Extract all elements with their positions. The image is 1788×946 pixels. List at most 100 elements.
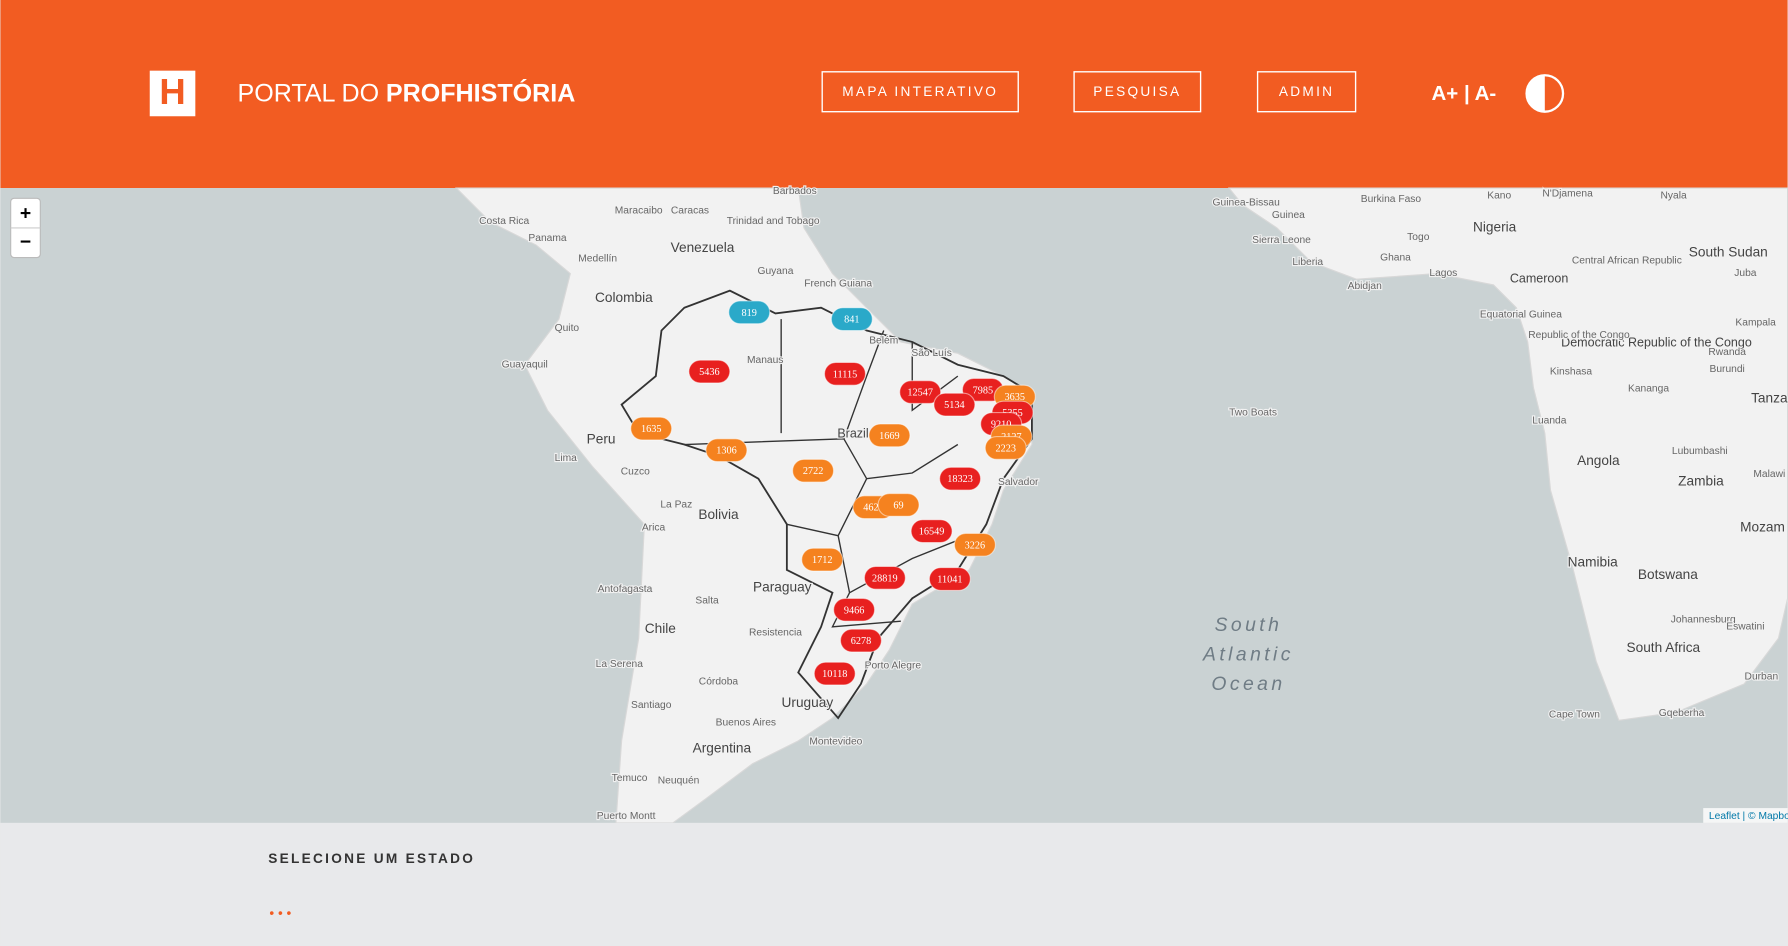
nav-label[interactable]: PESQUISA [1093,84,1181,99]
marker-count[interactable]: 69 [893,500,903,511]
marker-pill[interactable] [939,466,982,491]
marker-count[interactable]: 819 [742,308,757,319]
marker-count[interactable]: 7985 [973,385,994,396]
city-label: Temuco [612,773,648,784]
marker-count[interactable]: 2722 [803,466,824,477]
city-label: Manaus [747,355,783,366]
marker-pill[interactable] [839,628,883,653]
cluster-marker[interactable]: 5436 [688,359,731,384]
attribution[interactable]: Leaflet | © Mapbo [1709,811,1788,822]
city-label: Two Boats [1229,407,1277,418]
marker-pill[interactable] [688,359,731,384]
marker-count[interactable]: 16549 [919,527,945,538]
marker-pill[interactable] [933,392,976,417]
marker-count[interactable]: 1635 [641,424,662,435]
city-label: Kampala [1735,317,1776,328]
map[interactable]: Venezuela Colombia Peru Bolivia Brazil Paragu… [0,185,1788,824]
nav-button[interactable] [1256,71,1357,113]
country-label: Cameroon [1510,272,1568,286]
nav-button[interactable] [821,71,1019,113]
marker-pill[interactable] [863,565,906,590]
cluster-marker[interactable]: 16549 [910,519,953,544]
nav-label[interactable]: ADMIN [1279,84,1334,99]
marker-pill[interactable] [984,435,1027,460]
cluster-marker[interactable]: 1635 [630,416,673,441]
cluster-marker[interactable]: 18323 [939,466,982,491]
city-label: Burkina Faso [1361,194,1422,205]
city-label: Puerto Montt [597,811,656,822]
cluster-marker[interactable]: 6278 [839,628,883,653]
marker-pill[interactable] [899,380,942,405]
marker-count[interactable]: 2223 [995,443,1016,454]
marker-count[interactable]: 11115 [833,369,857,380]
marker-pill[interactable] [877,492,920,517]
cluster-marker[interactable]: 12547 [899,380,942,405]
marker-count[interactable]: 4621 [863,503,884,514]
footer-panel [0,822,1788,946]
marker-count[interactable]: 9466 [844,605,865,616]
cluster-marker[interactable]: 2223 [984,435,1027,460]
marker-pill[interactable] [630,416,673,441]
cluster-marker[interactable]: 28819 [863,565,906,590]
marker-count[interactable]: 1306 [716,446,737,457]
font-size-controls[interactable]: A+ | A- [1431,82,1496,105]
zoom-out[interactable]: − [20,231,31,253]
cluster-marker[interactable]: 11115 [823,361,867,386]
logo-letter[interactable]: H [159,71,185,112]
marker-count[interactable]: 1712 [812,555,833,566]
marker-count[interactable]: 1669 [879,431,900,442]
marker-count[interactable]: 5134 [944,400,965,411]
marker-pill[interactable] [953,532,997,557]
logo-box[interactable] [149,70,196,117]
cluster-marker[interactable]: 1712 [801,547,844,572]
cluster-marker[interactable]: 9466 [833,597,876,622]
cluster-marker[interactable]: 10118 [813,661,856,686]
marker-count[interactable]: 3226 [965,540,986,551]
cluster-marker[interactable]: 69 [877,492,920,517]
marker-count[interactable]: 5436 [699,367,720,378]
marker-pill[interactable] [791,458,835,483]
marker-count[interactable]: 841 [844,315,859,326]
marker-count[interactable]: 3635 [1005,392,1025,403]
city-label: Ghana [1380,252,1411,263]
cluster-marker[interactable]: 1669 [868,423,911,448]
site-title[interactable]: PORTAL DO PROFHISTÓRIA [237,77,575,107]
marker-pill[interactable] [823,361,867,386]
marker-count[interactable]: 6278 [851,636,872,647]
cluster-marker[interactable]: 819 [728,300,771,325]
marker-pill[interactable] [928,567,971,591]
city-label: Quito [555,323,580,334]
cluster-marker[interactable]: 2722 [791,458,835,483]
city-label: Salvador [998,477,1039,488]
marker-pill[interactable] [813,661,856,686]
marker-pill[interactable] [868,423,911,448]
marker-pill[interactable] [910,519,953,544]
marker-pill[interactable] [833,597,876,622]
title-light[interactable]: PORTAL DO [237,79,379,107]
cluster-marker[interactable]: 11041 [928,567,971,591]
nav-button[interactable] [1073,71,1202,113]
marker-pill[interactable] [728,300,771,325]
cluster-marker[interactable]: 3226 [953,532,997,557]
city-label: Arica [642,522,666,533]
title-bold[interactable]: PROFHISTÓRIA [386,77,575,107]
marker-count[interactable]: 11041 [937,574,962,585]
city-label: La Paz [660,500,692,511]
marker-pill[interactable] [801,547,844,572]
marker-count[interactable]: 18323 [947,474,973,485]
zoom-in[interactable]: + [20,202,31,224]
marker-count[interactable]: 12547 [907,388,933,399]
marker-count[interactable]: 10118 [822,669,847,680]
marker-pill[interactable] [830,307,873,332]
nav-label[interactable]: MAPA INTERATIVO [842,84,998,99]
cluster-marker[interactable]: 1306 [705,438,748,463]
cluster-marker[interactable]: 5134 [933,392,976,417]
city-label: Neuquén [658,775,700,786]
country-label: Bolivia [698,507,739,522]
country-label: Paraguay [753,580,812,595]
city-label: Sierra Leone [1252,235,1311,246]
cluster-marker[interactable]: 841 [830,307,873,332]
marker-count[interactable]: 28819 [872,573,898,584]
marker-pill[interactable] [705,438,748,463]
